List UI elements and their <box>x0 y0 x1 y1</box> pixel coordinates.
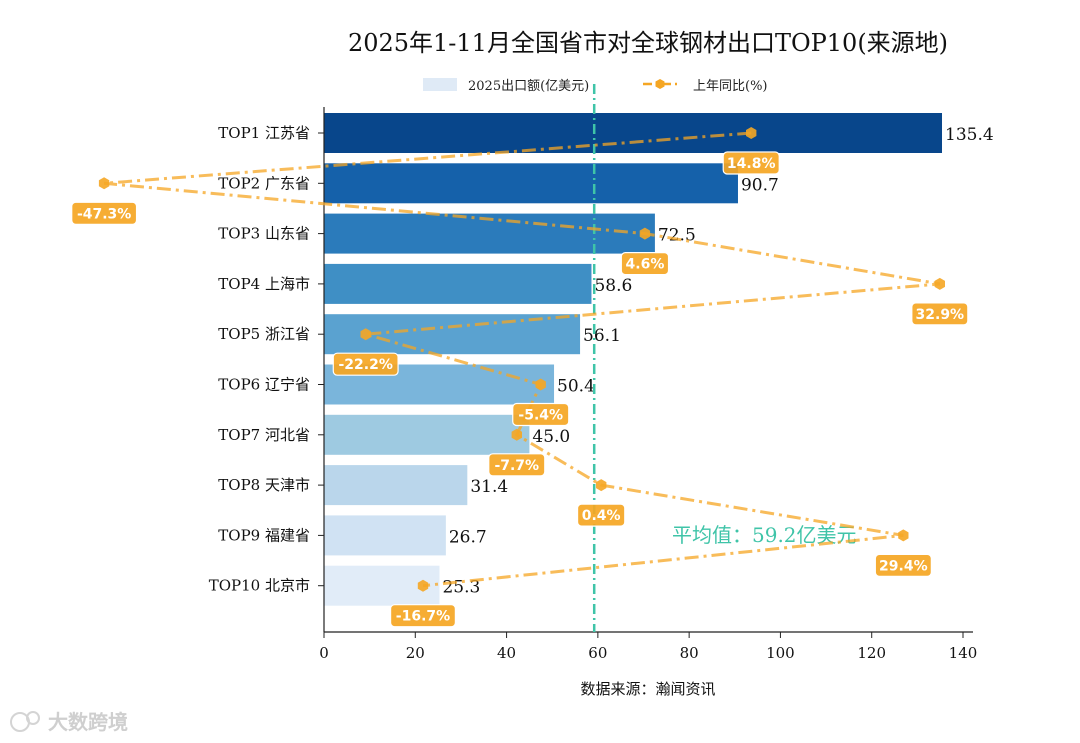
category-label: TOP6 辽宁省 <box>218 376 310 394</box>
category-label: TOP5 浙江省 <box>218 325 310 343</box>
yoy-point <box>98 177 110 190</box>
yoy-point <box>898 529 909 542</box>
chart-title: 2025年1-11月全国省市对全球钢材出口TOP10(来源地) <box>348 29 948 57</box>
category-label: TOP2 广东省 <box>218 174 310 192</box>
yoy-badge <box>332 352 399 376</box>
yoy-label: 32.9% <box>916 307 965 323</box>
bar <box>324 163 738 204</box>
yoy-badge <box>512 402 570 427</box>
bar <box>324 515 446 556</box>
value-label: 31.4 <box>470 477 508 497</box>
yoy-labels: 14.8% -47.3% 4.6% 32.9% -22.2% -5.4% -7.7% 0.4%… <box>71 151 969 628</box>
yoy-badge <box>576 503 626 527</box>
legend-swatch-marker <box>655 79 665 89</box>
value-label: 26.7 <box>449 527 487 547</box>
value-label: 90.7 <box>741 175 779 195</box>
yoy-badge <box>911 302 969 326</box>
x-tick-label: 40 <box>497 644 516 662</box>
value-label: 58.6 <box>594 276 632 296</box>
yoy-label: 0.4% <box>582 508 621 524</box>
category-label: TOP4 上海市 <box>218 275 310 293</box>
watermark: 大数跨境 <box>10 710 128 734</box>
yoy-label: -5.4% <box>518 408 563 424</box>
yoy-badge <box>488 453 546 477</box>
yoy-badge <box>620 252 670 276</box>
yoy-line-layer <box>98 127 945 592</box>
yoy-badge <box>874 553 932 578</box>
yoy-point <box>417 579 429 592</box>
bar <box>324 414 530 455</box>
x-tick-label: 20 <box>406 644 425 662</box>
legend-label-bar: 2025出口额(亿美元) <box>468 79 589 94</box>
x-tick-label: 0 <box>319 644 329 662</box>
yoy-point <box>360 328 371 341</box>
yoy-label: -47.3% <box>77 206 131 222</box>
value-label: 45.0 <box>532 427 570 447</box>
category-label: TOP8 天津市 <box>218 476 310 494</box>
watermark-logo-dot-icon <box>26 711 40 725</box>
yoy-label: 29.4% <box>879 558 928 574</box>
legend: 2025出口额(亿美元) 上年同比(%) <box>423 78 768 94</box>
category-label: TOP1 江苏省 <box>218 124 310 142</box>
x-tick-label: 140 <box>949 644 978 662</box>
category-label: TOP3 山东省 <box>218 225 310 243</box>
legend-label-line: 上年同比(%) <box>693 79 768 94</box>
yoy-series-line <box>103 131 941 588</box>
legend-swatch-bar <box>423 78 457 91</box>
yoy-label: -16.7% <box>396 609 450 625</box>
value-label: 135.4 <box>945 125 994 145</box>
yoy-point <box>535 378 546 391</box>
yoy-point <box>511 428 522 441</box>
category-label: TOP10 北京市 <box>209 577 310 595</box>
bar <box>324 113 943 153</box>
yoy-label: 4.6% <box>626 257 665 273</box>
watermark-logo-icon <box>10 712 30 732</box>
bar <box>324 263 592 304</box>
yoy-label: -7.7% <box>494 458 539 474</box>
yoy-point <box>746 127 757 139</box>
category-label: TOP7 河北省 <box>218 426 310 444</box>
watermark-text: 大数跨境 <box>48 710 128 734</box>
yoy-point <box>639 227 651 240</box>
axes: 0 20 40 60 80 100 120 140 <box>318 107 977 662</box>
yoy-label: -22.2% <box>338 357 392 373</box>
yoy-badge <box>389 604 456 628</box>
yoy-point <box>596 479 607 492</box>
bar <box>324 465 468 506</box>
x-axis-label: 数据来源：瀚闻资讯 <box>580 680 715 698</box>
category-labels: TOP1 江苏省 TOP2 广东省 TOP3 山东省 TOP4 上海市 TOP5 浙江省… <box>209 124 310 595</box>
average-line-layer: 平均值：59.2亿美元 <box>592 84 857 632</box>
yoy-badge <box>71 201 138 225</box>
value-label: 56.1 <box>583 326 621 346</box>
x-tick-label: 120 <box>857 644 886 662</box>
x-tick-label: 80 <box>680 644 699 662</box>
x-tick-label: 100 <box>766 644 795 662</box>
yoy-point <box>934 277 945 290</box>
value-label: 72.5 <box>658 226 696 246</box>
yoy-label: 14.8% <box>727 156 776 172</box>
yoy-badge <box>722 151 780 175</box>
value-labels: 135.490.772.558.656.150.445.031.426.725.… <box>442 125 993 598</box>
x-tick-label: 60 <box>588 644 607 662</box>
value-label: 50.4 <box>557 377 595 397</box>
bar-layer <box>324 113 943 606</box>
category-label: TOP9 福建省 <box>218 526 310 544</box>
